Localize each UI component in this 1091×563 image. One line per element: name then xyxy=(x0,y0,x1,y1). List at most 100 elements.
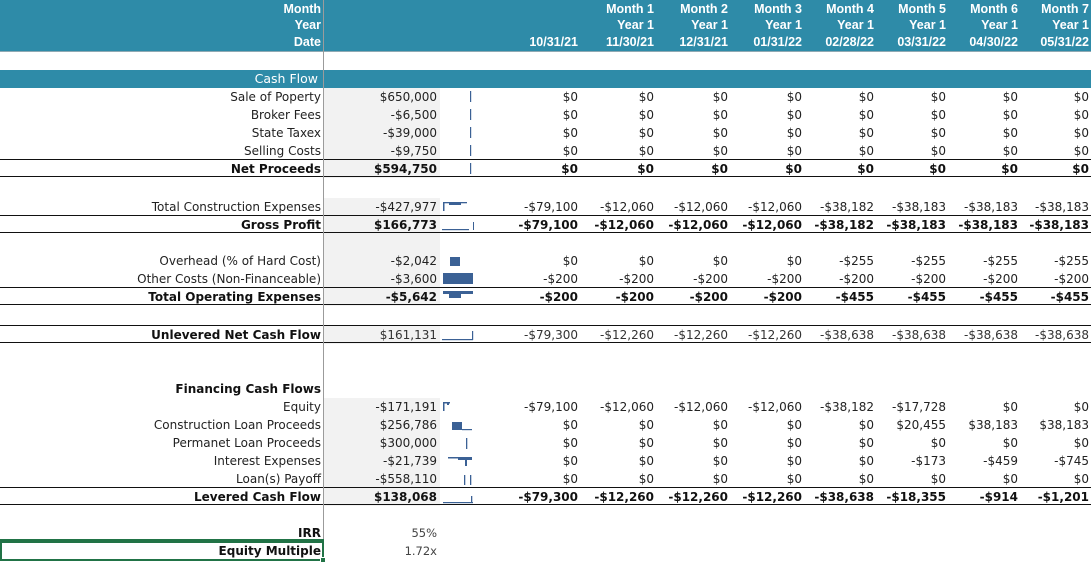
row-label[interactable]: Levered Cash Flow xyxy=(194,490,321,504)
cell-col-2[interactable]: $0 xyxy=(711,162,728,176)
cell-col-4[interactable]: -$38,182 xyxy=(820,400,874,414)
cell-col-3[interactable]: -$12,060 xyxy=(748,200,802,214)
cell-col-3[interactable]: -$12,260 xyxy=(748,328,802,342)
cell-col-1[interactable]: -$200 xyxy=(615,290,654,304)
cell-col-5[interactable]: $0 xyxy=(930,90,946,104)
cell-col-1[interactable]: -$12,060 xyxy=(600,200,654,214)
row-total[interactable]: $161,131 xyxy=(379,328,437,342)
cell-col-1[interactable]: $0 xyxy=(638,436,654,450)
cell-col-6[interactable]: $0 xyxy=(1001,162,1018,176)
cell-col-3[interactable]: -$12,260 xyxy=(742,490,802,504)
cell-col-3[interactable]: -$12,060 xyxy=(748,400,802,414)
cell-col-6[interactable]: $0 xyxy=(1002,108,1018,122)
row-total[interactable]: -$39,000 xyxy=(383,126,437,140)
cell-col-2[interactable]: -$12,060 xyxy=(674,200,728,214)
cell-col-4[interactable]: -$455 xyxy=(835,290,874,304)
cell-col-3[interactable]: $0 xyxy=(786,90,802,104)
cell-col-7[interactable]: $0 xyxy=(1073,472,1089,486)
cell-col-2[interactable]: -$12,060 xyxy=(668,218,728,232)
row-label[interactable]: Total Operating Expenses xyxy=(148,290,321,304)
row-total[interactable]: -$3,600 xyxy=(390,272,437,286)
cell-col-2[interactable]: $0 xyxy=(712,144,728,158)
cell-col-1[interactable]: $0 xyxy=(638,90,654,104)
row-total[interactable]: -$6,500 xyxy=(390,108,437,122)
row-label[interactable]: Equity xyxy=(283,400,321,414)
cell-col-5[interactable]: -$255 xyxy=(911,254,946,268)
cell-col-7[interactable]: $0 xyxy=(1073,90,1089,104)
row-label[interactable]: Broker Fees xyxy=(250,108,321,122)
cell-col-7[interactable]: -$38,638 xyxy=(1035,328,1089,342)
cell-col-6[interactable]: $38,183 xyxy=(968,418,1018,432)
cell-col-0[interactable]: $0 xyxy=(562,126,578,140)
row-total[interactable]: $166,773 xyxy=(373,218,437,232)
cell-col-0[interactable]: $0 xyxy=(562,90,578,104)
row-label[interactable]: Loan(s) Payoff xyxy=(236,472,321,486)
cell-col-6[interactable]: -$38,638 xyxy=(964,328,1018,342)
cell-col-2[interactable]: -$12,260 xyxy=(668,490,728,504)
cell-col-1[interactable]: $0 xyxy=(637,162,654,176)
cell-col-5[interactable]: -$173 xyxy=(911,454,946,468)
cell-col-7[interactable]: -$455 xyxy=(1050,290,1089,304)
cell-col-5[interactable]: -$17,728 xyxy=(892,400,946,414)
cell-col-4[interactable]: -$38,182 xyxy=(814,218,874,232)
cell-col-0[interactable]: -$79,100 xyxy=(518,218,578,232)
row-total[interactable]: -$2,042 xyxy=(390,254,437,268)
row-label[interactable]: Gross Profit xyxy=(240,218,321,232)
row-total[interactable]: $594,750 xyxy=(373,162,437,176)
cell-col-1[interactable]: $0 xyxy=(638,454,654,468)
cell-col-3[interactable]: $0 xyxy=(786,144,802,158)
cell-col-2[interactable]: $0 xyxy=(712,126,728,140)
cell-col-1[interactable]: $0 xyxy=(638,108,654,122)
cell-col-5[interactable]: -$200 xyxy=(911,272,946,286)
cell-col-4[interactable]: $0 xyxy=(858,108,874,122)
cell-col-0[interactable]: -$79,100 xyxy=(524,400,578,414)
cell-col-7[interactable]: -$38,183 xyxy=(1029,218,1089,232)
cell-col-0[interactable]: $0 xyxy=(561,162,578,176)
cell-col-2[interactable]: $0 xyxy=(712,454,728,468)
cell-col-7[interactable]: $0 xyxy=(1073,436,1089,450)
cell-col-2[interactable]: $0 xyxy=(712,472,728,486)
irr-value[interactable]: 55% xyxy=(411,526,437,540)
cell-col-6[interactable]: $0 xyxy=(1002,436,1018,450)
cell-col-6[interactable]: -$455 xyxy=(979,290,1018,304)
row-total[interactable]: $138,068 xyxy=(373,490,437,504)
cell-col-1[interactable]: $0 xyxy=(638,472,654,486)
cell-col-1[interactable]: -$12,060 xyxy=(600,400,654,414)
cell-col-4[interactable]: $0 xyxy=(858,90,874,104)
cell-col-6[interactable]: -$255 xyxy=(983,254,1018,268)
cell-col-0[interactable]: -$79,100 xyxy=(524,200,578,214)
cell-col-7[interactable]: -$1,201 xyxy=(1037,490,1089,504)
cell-col-3[interactable]: $0 xyxy=(786,126,802,140)
cell-col-3[interactable]: $0 xyxy=(785,162,802,176)
cell-col-0[interactable]: $0 xyxy=(562,472,578,486)
cell-col-1[interactable]: -$12,260 xyxy=(594,490,654,504)
row-label[interactable]: Total Construction Expenses xyxy=(151,200,321,214)
row-total[interactable]: -$21,739 xyxy=(383,454,437,468)
cell-col-6[interactable]: $0 xyxy=(1002,144,1018,158)
row-total[interactable]: $300,000 xyxy=(379,436,437,450)
cell-col-3[interactable]: $0 xyxy=(786,472,802,486)
cell-col-1[interactable]: -$12,260 xyxy=(600,328,654,342)
cell-col-4[interactable]: $0 xyxy=(858,144,874,158)
cell-col-4[interactable]: -$255 xyxy=(839,254,874,268)
cell-col-0[interactable]: $0 xyxy=(562,454,578,468)
equity-multiple-value[interactable]: 1.72x xyxy=(404,544,437,558)
row-total[interactable]: -$427,977 xyxy=(375,200,437,214)
cell-col-6[interactable]: -$38,183 xyxy=(964,200,1018,214)
cell-col-5[interactable]: $0 xyxy=(930,144,946,158)
cell-col-6[interactable]: $0 xyxy=(1002,472,1018,486)
cell-col-6[interactable]: $0 xyxy=(1002,400,1018,414)
cell-col-1[interactable]: -$12,060 xyxy=(594,218,654,232)
cell-col-2[interactable]: $0 xyxy=(712,108,728,122)
cell-col-7[interactable]: $38,183 xyxy=(1039,418,1089,432)
cell-col-0[interactable]: $0 xyxy=(562,436,578,450)
cell-col-4[interactable]: -$38,182 xyxy=(820,200,874,214)
cell-col-4[interactable]: -$200 xyxy=(839,272,874,286)
cell-col-2[interactable]: $0 xyxy=(712,418,728,432)
cell-col-1[interactable]: $0 xyxy=(638,254,654,268)
cell-col-4[interactable]: $0 xyxy=(858,436,874,450)
cell-col-7[interactable]: -$38,183 xyxy=(1035,200,1089,214)
cell-col-7[interactable]: -$200 xyxy=(1054,272,1089,286)
cell-col-0[interactable]: $0 xyxy=(562,418,578,432)
cell-col-0[interactable]: -$200 xyxy=(539,290,578,304)
